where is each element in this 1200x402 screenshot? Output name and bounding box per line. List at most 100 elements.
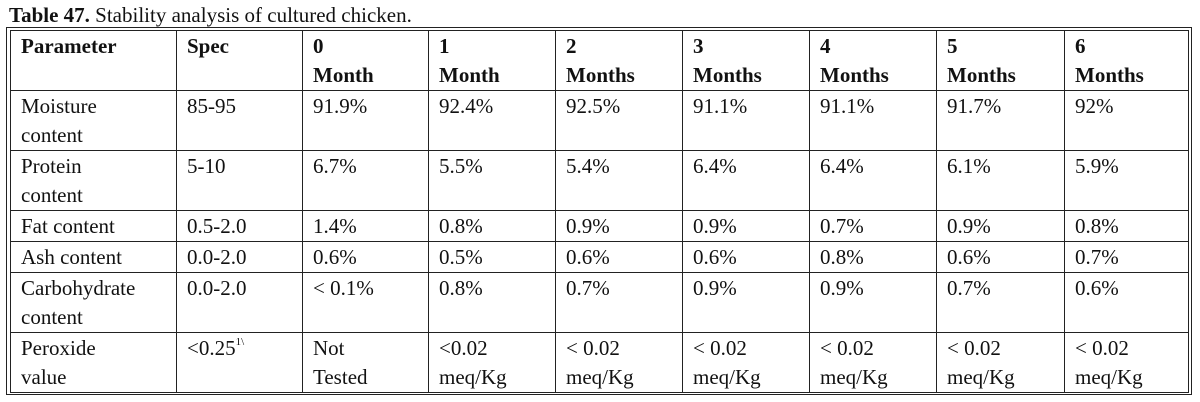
cell-value: < 0.02 meq/Kg bbox=[555, 332, 683, 393]
cell-text-line: 0.5% bbox=[439, 245, 483, 269]
cell-text-line: 0.8% bbox=[439, 214, 483, 238]
cell-text-line: 92% bbox=[1075, 94, 1114, 118]
cell-text-line: 91.9% bbox=[313, 94, 368, 118]
cell-text-line: Fat content bbox=[21, 214, 115, 238]
table-row: Ash content 0.0-2.0 0.6% 0.5% 0.6% 0.6% 0.8% 0.… bbox=[10, 241, 1189, 273]
cell-text-line: 91.1% bbox=[820, 94, 875, 118]
spec-footnote-marker: 1\ bbox=[235, 336, 245, 348]
stability-table: Parameter Spec 0 Month 1 Month 2 Months 3 Mo… bbox=[10, 30, 1189, 393]
cell-value: 6.4% bbox=[809, 150, 937, 211]
header-cell-parameter: Parameter bbox=[10, 30, 177, 91]
cell-text-line: 91.7% bbox=[947, 94, 1002, 118]
cell-value: 91.1% bbox=[682, 90, 810, 151]
cell-text-line: 0.9% bbox=[693, 214, 737, 238]
cell-value: 0.9% bbox=[682, 210, 810, 242]
header-cell-1-month: 1 Month bbox=[428, 30, 556, 91]
cell-value: 91.1% bbox=[809, 90, 937, 151]
cell-value: < 0.1% bbox=[302, 272, 429, 333]
cell-spec: 5-10 bbox=[176, 150, 303, 211]
cell-value: 0.6% bbox=[936, 241, 1065, 273]
cell-text-line: 0.7% bbox=[566, 276, 610, 300]
cell-value: 92.4% bbox=[428, 90, 556, 151]
cell-parameter: Protein content bbox=[10, 150, 177, 211]
cell-value: < 0.02 meq/Kg bbox=[809, 332, 937, 393]
cell-text-line: 91.1% bbox=[693, 94, 748, 118]
cell-value: 91.7% bbox=[936, 90, 1065, 151]
cell-parameter: Moisture content bbox=[10, 90, 177, 151]
cell-value: 0.9% bbox=[809, 272, 937, 333]
cell-spec-value: <0.25 bbox=[187, 336, 236, 360]
cell-value: 0.6% bbox=[1064, 272, 1189, 333]
cell-text-line: 0.6% bbox=[313, 245, 357, 269]
cell-text-line: < 0.02 bbox=[693, 336, 747, 360]
cell-value: 0.6% bbox=[302, 241, 429, 273]
table-body: Moisture content 85-95 91.9% 92.4% 92.5% 91.1%… bbox=[10, 90, 1189, 393]
table-caption-text: Stability analysis of cultured chicken. bbox=[89, 3, 412, 27]
cell-value: 0.9% bbox=[682, 272, 810, 333]
cell-value: 0.8% bbox=[809, 241, 937, 273]
cell-spec-value: 85-95 bbox=[187, 94, 236, 118]
cell-text-line: < 0.02 bbox=[820, 336, 874, 360]
cell-text-line: 0.6% bbox=[566, 245, 610, 269]
cell-text-line: 5.5% bbox=[439, 154, 483, 178]
cell-value: 0.8% bbox=[428, 272, 556, 333]
cell-parameter: Fat content bbox=[10, 210, 177, 242]
cell-text-line: 92.5% bbox=[566, 94, 621, 118]
cell-text-line: 0.6% bbox=[1075, 276, 1119, 300]
cell-text-line: 0.8% bbox=[439, 276, 483, 300]
cell-value: 92.5% bbox=[555, 90, 683, 151]
header-cell-6-months: 6 Months bbox=[1064, 30, 1189, 91]
cell-parameter: Peroxide value bbox=[10, 332, 177, 393]
table-caption: Table 47. Stability analysis of cultured… bbox=[9, 2, 412, 28]
cell-text-line: 0.7% bbox=[1075, 245, 1119, 269]
cell-value: 0.8% bbox=[428, 210, 556, 242]
header-cell-2-months: 2 Months bbox=[555, 30, 683, 91]
cell-value: < 0.02 meq/Kg bbox=[936, 332, 1065, 393]
cell-value: 5.4% bbox=[555, 150, 683, 211]
cell-text-line: < 0.02 bbox=[1075, 336, 1129, 360]
cell-value: 0.6% bbox=[682, 241, 810, 273]
cell-text-line: 0.8% bbox=[1075, 214, 1119, 238]
cell-text-line: 5.4% bbox=[566, 154, 610, 178]
cell-text-line: meq/Kg bbox=[1075, 365, 1143, 389]
cell-spec-value: 0.5-2.0 bbox=[187, 214, 247, 238]
cell-text-line: 0.9% bbox=[566, 214, 610, 238]
cell-value: < 0.02 meq/Kg bbox=[1064, 332, 1189, 393]
cell-text-line: 6.4% bbox=[820, 154, 864, 178]
cell-value: 0.8% bbox=[1064, 210, 1189, 242]
cell-text-line: content bbox=[21, 305, 83, 329]
cell-value: 1.4% bbox=[302, 210, 429, 242]
header-cell-spec: Spec bbox=[176, 30, 303, 91]
cell-value: 6.7% bbox=[302, 150, 429, 211]
table-row: Fat content 0.5-2.0 1.4% 0.8% 0.9% 0.9% 0.7% 0.… bbox=[10, 210, 1189, 242]
header-cell-3-months: 3 Months bbox=[682, 30, 810, 91]
cell-value: 5.9% bbox=[1064, 150, 1189, 211]
cell-text-line: meq/Kg bbox=[820, 365, 888, 389]
cell-parameter: Carbohydrate content bbox=[10, 272, 177, 333]
cell-text-line: Tested bbox=[313, 365, 368, 389]
cell-text-line: 0.9% bbox=[693, 276, 737, 300]
cell-text-line: < 0.02 bbox=[566, 336, 620, 360]
table-caption-label: Table 47. bbox=[9, 3, 90, 27]
cell-parameter: Ash content bbox=[10, 241, 177, 273]
table-row: Protein content 5-10 6.7% 5.5% 5.4% 6.4% 6.4% 6.… bbox=[10, 150, 1189, 211]
cell-spec: 0.5-2.0 bbox=[176, 210, 303, 242]
cell-text-line: 0.9% bbox=[947, 214, 991, 238]
table-row: Carbohydrate content 0.0-2.0 < 0.1% 0.8% 0.7%… bbox=[10, 272, 1189, 333]
header-cell-4-months: 4 Months bbox=[809, 30, 937, 91]
cell-text-line: Moisture bbox=[21, 94, 97, 118]
cell-text-line: Protein bbox=[21, 154, 82, 178]
cell-text-line: 0.7% bbox=[947, 276, 991, 300]
cell-text-line: < 0.02 bbox=[947, 336, 1001, 360]
cell-text-line: 0.6% bbox=[947, 245, 991, 269]
cell-value: 91.9% bbox=[302, 90, 429, 151]
table-row: Moisture content 85-95 91.9% 92.4% 92.5% 91.1%… bbox=[10, 90, 1189, 151]
cell-text-line: <0.02 bbox=[439, 336, 488, 360]
cell-text-line: value bbox=[21, 365, 67, 389]
cell-text-line: Not bbox=[313, 336, 345, 360]
cell-text-line: 1.4% bbox=[313, 214, 357, 238]
cell-text-line: Ash content bbox=[21, 245, 122, 269]
cell-text-line: Peroxide bbox=[21, 336, 96, 360]
cell-spec: 0.0-2.0 bbox=[176, 241, 303, 273]
cell-value: 6.4% bbox=[682, 150, 810, 211]
